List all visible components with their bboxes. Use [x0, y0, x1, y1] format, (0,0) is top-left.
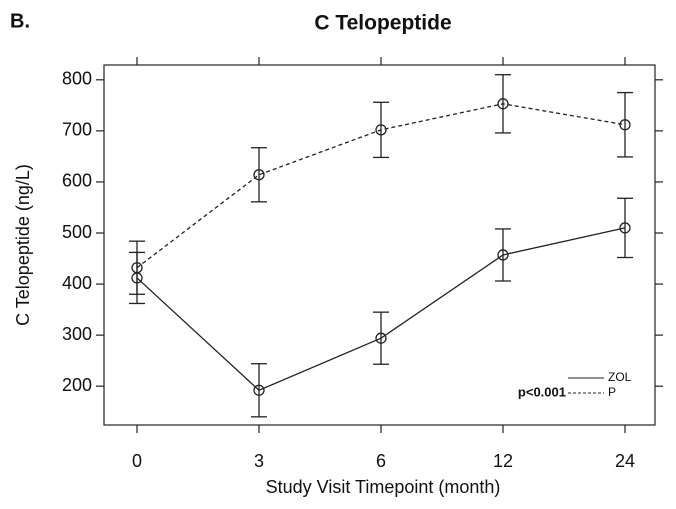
- point-marker: [497, 249, 509, 261]
- point-marker: [131, 262, 143, 274]
- y-tick-label: 300: [62, 324, 92, 344]
- y-axis-label: C Telopeptide (ng/L): [13, 164, 33, 326]
- x-tick-label: 6: [376, 451, 386, 471]
- panel-label: B.: [10, 10, 30, 32]
- error-bar: [373, 311, 389, 365]
- x-tick-label: 3: [254, 451, 264, 471]
- y-tick-label: 700: [62, 120, 92, 140]
- error-bar: [129, 240, 145, 295]
- error-bar: [373, 101, 389, 159]
- y-tick-label: 600: [62, 171, 92, 191]
- x-tick-label: 0: [132, 451, 142, 471]
- point-marker: [375, 124, 387, 136]
- y-tick-label: 400: [62, 273, 92, 293]
- annotation: p<0.001: [518, 384, 566, 399]
- x-tick-label: 24: [615, 451, 635, 471]
- x-tick-label: 12: [493, 451, 513, 471]
- error-bar: [251, 363, 267, 418]
- error-bar: [495, 228, 511, 282]
- error-bar: [617, 197, 633, 259]
- x-axis-label: Study Visit Timepoint (month): [266, 477, 501, 497]
- y-tick-label: 500: [62, 222, 92, 242]
- error-bar: [251, 147, 267, 203]
- plot-frame: [103, 64, 656, 426]
- error-bar: [495, 74, 511, 134]
- point-marker: [497, 98, 509, 110]
- point-marker: [619, 119, 631, 131]
- point-marker: [619, 222, 631, 234]
- y-tick-label: 200: [62, 375, 92, 395]
- legend-label: P: [608, 385, 616, 399]
- point-marker: [375, 332, 387, 344]
- y-tick-label: 800: [62, 69, 92, 89]
- chart-title: C Telopeptide: [314, 12, 451, 35]
- point-marker: [253, 384, 265, 396]
- point-marker: [253, 169, 265, 181]
- error-bar: [617, 91, 633, 158]
- legend-label: ZOL: [608, 370, 632, 384]
- series-line: [136, 227, 626, 392]
